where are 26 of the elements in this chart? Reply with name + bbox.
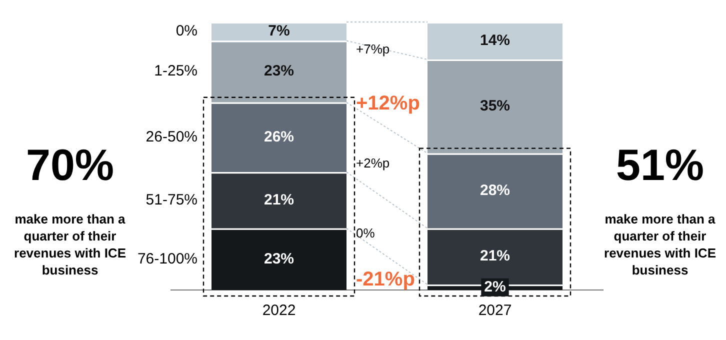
text: 70% xyxy=(26,141,114,190)
annotation: 0% xyxy=(356,226,376,241)
data-label: 14% xyxy=(480,32,510,49)
data-label: 35% xyxy=(480,98,510,115)
x-tick-label: 2027 xyxy=(478,302,512,320)
annotation: +12%p xyxy=(356,92,420,115)
series-label: 1-25% xyxy=(154,62,198,80)
data-label: 2% xyxy=(484,278,506,296)
series-label: 51-75% xyxy=(146,191,198,208)
series-label: 26-50% xyxy=(146,128,198,146)
data-label: 23% xyxy=(264,62,294,80)
data-label: 21% xyxy=(264,191,294,208)
data-label: 28% xyxy=(480,182,510,199)
text: make more than a quarter of their revenues with ICE business xyxy=(604,212,716,278)
annotation: -21%p xyxy=(356,268,415,291)
data-label: 23% xyxy=(264,250,294,268)
text: 51% xyxy=(616,141,704,190)
data-label: 7% xyxy=(268,22,290,40)
series-label: 0% xyxy=(176,22,198,40)
series-label: 76-100% xyxy=(137,250,198,268)
x-tick-label: 2022 xyxy=(262,302,296,320)
data-label: 26% xyxy=(264,128,294,146)
annotation: +7%p xyxy=(356,42,390,57)
text: make more than a quarter of their revenues with ICE business xyxy=(14,212,126,278)
data-label: 21% xyxy=(480,248,510,265)
annotation: +2%p xyxy=(356,156,390,171)
